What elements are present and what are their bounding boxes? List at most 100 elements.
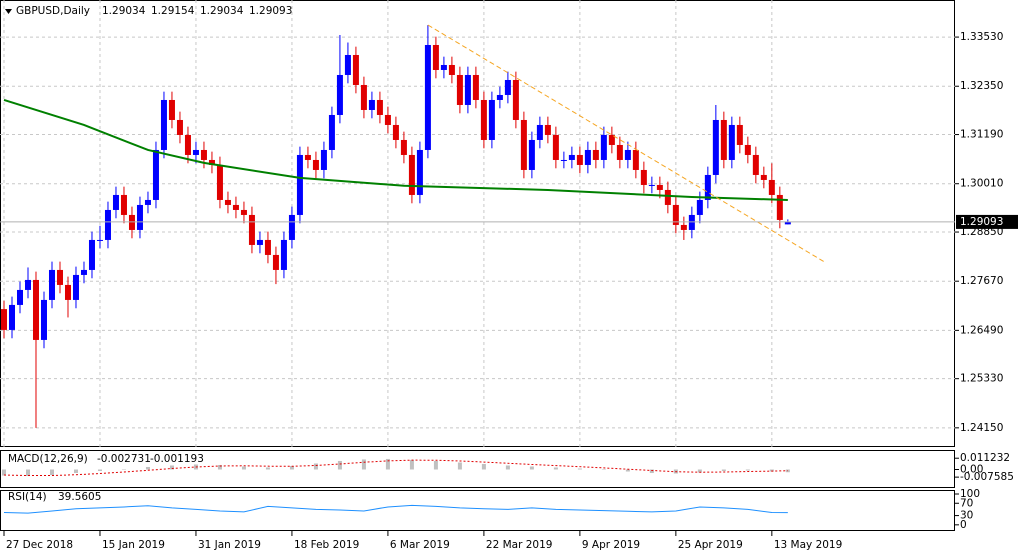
macd-bar: [721, 469, 726, 472]
candle-body: [648, 184, 655, 186]
macd-bar: [505, 465, 510, 470]
candle-body: [0, 309, 7, 330]
candle-body: [400, 139, 407, 155]
candle-body: [656, 184, 663, 190]
macd-bar: [361, 459, 366, 470]
rsi-title: RSI(14): [8, 491, 47, 503]
candle-body: [48, 269, 55, 300]
y-tick-label: 70: [960, 497, 973, 509]
candle-body: [712, 119, 719, 175]
candle-body: [160, 99, 167, 150]
candle-body: [320, 149, 327, 170]
candle-body: [176, 119, 183, 135]
candle-body: [112, 194, 119, 210]
candle-body: [272, 254, 279, 270]
candle-body: [392, 124, 399, 140]
candle-body: [368, 99, 375, 110]
candle-body: [720, 119, 727, 160]
candle-body: [736, 124, 743, 145]
x-tick-label: 9 Apr 2019: [582, 539, 640, 551]
candle-body: [576, 154, 583, 165]
candle-body: [688, 214, 695, 230]
candle-body: [448, 64, 455, 75]
overlay-line: [3, 99, 788, 201]
candle-body: [352, 54, 359, 85]
macd-bar: [337, 460, 342, 470]
candle-body: [336, 74, 343, 115]
candle-body: [480, 99, 487, 140]
candle-body: [360, 84, 367, 110]
macd-bar: [577, 468, 582, 470]
y-tick-label: 100: [960, 488, 980, 500]
candle-body: [120, 194, 127, 215]
macd-bar: [145, 466, 150, 470]
y-tick-label: 0.00: [960, 464, 983, 476]
macd-signal-value: -0.001193: [150, 453, 204, 465]
y-tick-label: -0.007585: [960, 471, 1014, 483]
y-tick-label: 1.30010: [960, 178, 1003, 190]
candle-body: [376, 99, 383, 115]
candle-body: [464, 74, 471, 105]
menu-arrow[interactable]: [5, 9, 12, 14]
overlay-line: [427, 24, 825, 263]
y-tick-label: 0: [960, 519, 967, 531]
candle-body: [496, 94, 503, 100]
candle-body: [144, 199, 151, 205]
panel-frame: [0, 450, 955, 488]
candle-body: [728, 124, 735, 160]
candle-body: [168, 99, 175, 120]
x-tick-label: 31 Jan 2019: [198, 539, 261, 551]
candle-body: [128, 214, 135, 230]
x-tick-label: 25 Apr 2019: [678, 539, 743, 551]
candle-body: [544, 124, 551, 135]
y-tick-label: 30: [960, 510, 973, 522]
candle-body: [216, 164, 223, 200]
candle-body: [536, 124, 543, 140]
candle-body: [744, 144, 751, 155]
candle-body: [704, 174, 711, 200]
x-tick-label: 13 May 2019: [774, 539, 842, 551]
macd-bar: [409, 459, 414, 470]
candle-body: [56, 269, 63, 285]
candle-body: [64, 284, 71, 300]
candle-body: [680, 224, 687, 230]
candle-body: [520, 119, 527, 170]
open-value: 1.29034: [102, 5, 146, 17]
macd-bar: [481, 463, 486, 470]
macd-bar: [649, 469, 654, 474]
candle-body: [528, 139, 535, 170]
macd-bar: [169, 465, 174, 470]
candle-body: [552, 134, 559, 160]
panel-frame: [0, 0, 955, 447]
candle-body: [240, 209, 247, 215]
candle-body: [560, 159, 567, 161]
x-tick-label: 18 Feb 2019: [294, 539, 359, 551]
candle-body: [264, 239, 271, 255]
candle-body: [776, 194, 783, 220]
macd-bar: [385, 458, 390, 470]
candle-body: [344, 54, 351, 75]
candle-body: [192, 149, 199, 155]
y-tick-label: 1.31190: [960, 129, 1003, 141]
candle-body: [512, 79, 519, 120]
macd-bar: [697, 469, 702, 473]
candle-body: [416, 149, 423, 195]
macd-bar: [529, 466, 534, 470]
candle-body: [664, 189, 671, 205]
x-tick-label: 22 Mar 2019: [486, 539, 553, 551]
candle-body: [488, 99, 495, 140]
y-tick-label: 1.33530: [960, 31, 1003, 43]
candle-body: [16, 289, 23, 305]
x-tick-label: 15 Jan 2019: [102, 539, 165, 551]
candle-body: [288, 214, 295, 240]
macd-bar: [457, 462, 462, 470]
candle-body: [104, 209, 111, 240]
candle-body: [760, 174, 767, 180]
candle-body: [32, 279, 39, 340]
macd-bar: [73, 469, 78, 474]
candle-body: [296, 154, 303, 215]
macd-bar: [745, 469, 750, 471]
macd-bar: [625, 469, 630, 472]
